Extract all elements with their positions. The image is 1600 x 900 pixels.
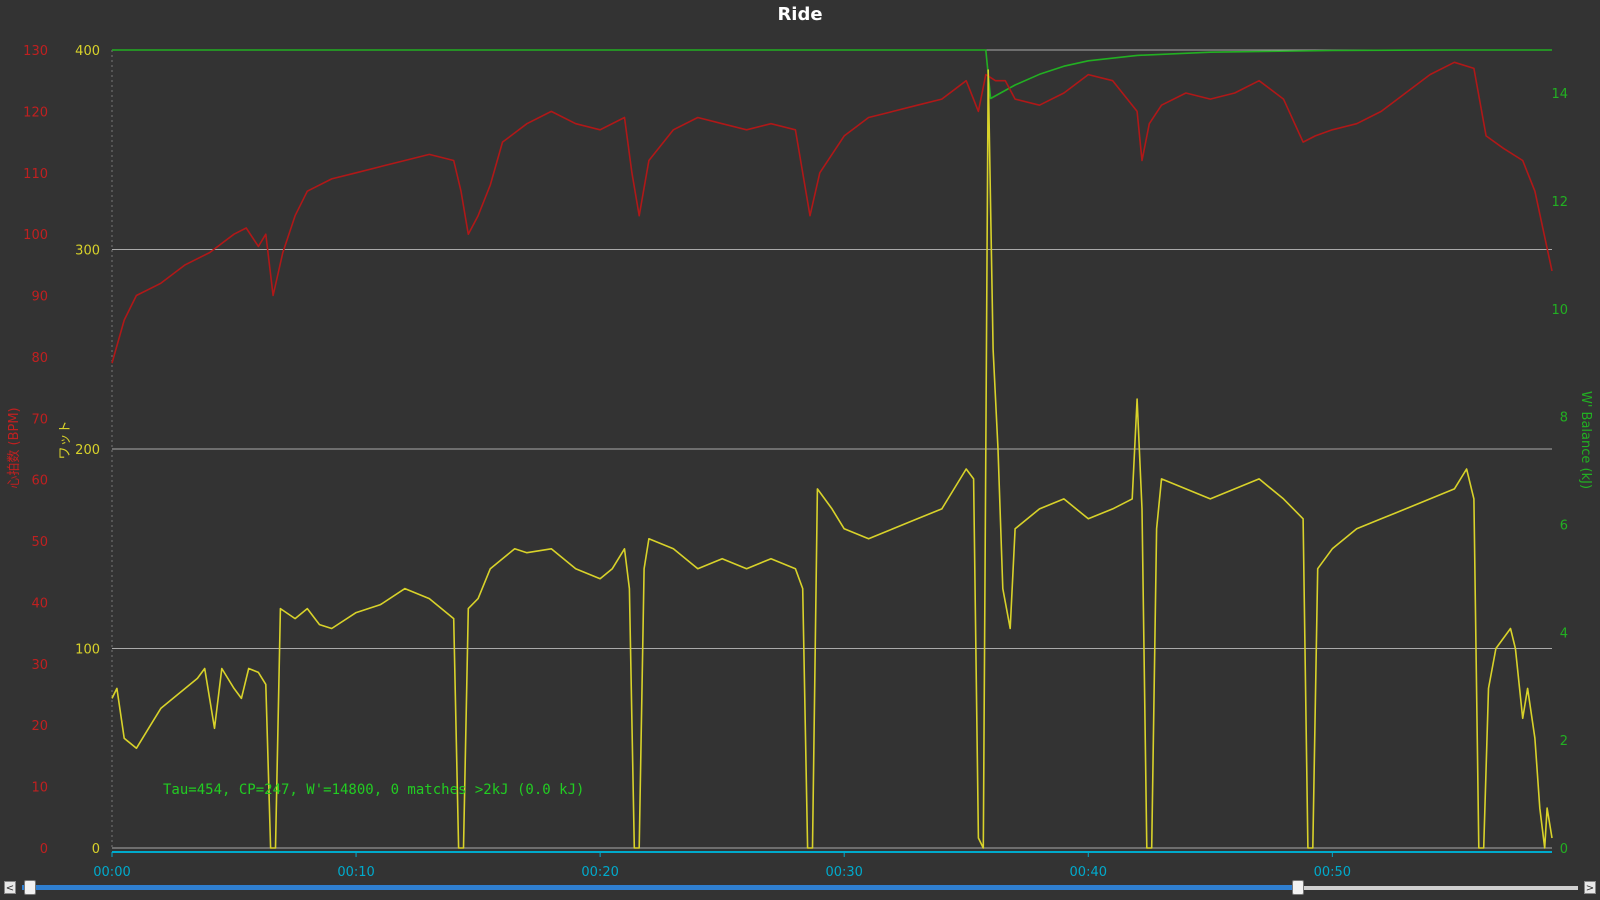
heart-rate-tick-label: 100 [23,228,48,243]
w-balance-tick-label: 6 [1560,518,1568,533]
scroll-left-arrow[interactable]: < [4,881,16,894]
time-tick-label: 00:50 [1314,865,1351,878]
chart-background [0,0,1600,878]
heart-rate-tick-label: 80 [31,351,48,366]
heart-rate-tick-label: 40 [31,596,48,611]
heart-rate-tick-label: 70 [31,412,48,427]
power-series-line [111,69,1553,849]
time-tick-label: 00:20 [581,865,618,878]
heart-rate-tick-label: 90 [31,290,48,305]
power-tick-label: 100 [75,643,100,658]
w-balance-tick-label: 14 [1551,87,1568,102]
heart-rate-series-line [111,61,1553,364]
time-tick-label: 00:00 [93,865,130,878]
heart-rate-tick-label: 130 [23,44,48,59]
scroll-handle-left[interactable] [24,880,36,895]
heart-rate-tick-label: 120 [23,105,48,120]
heart-rate-tick-label: 20 [31,719,48,734]
w-balance-tick-label: 12 [1551,195,1568,210]
scroll-visible-range[interactable] [22,885,1298,890]
time-tick-label: 00:40 [1070,865,1107,878]
scroll-handle-right[interactable] [1291,880,1304,895]
series-group [111,49,1553,849]
heart-rate-tick-label: 10 [31,781,48,796]
chart: Ride 01020304050607080901001101201300100… [0,0,1600,878]
w-balance-tick-label: 4 [1560,626,1568,641]
heart-rate-axis-label: 心拍数 (BPM) [7,407,22,488]
w-balance-series-line [112,49,1552,100]
power-tick-label: 0 [92,842,100,857]
time-tick-label: 00:10 [337,865,374,878]
w-balance-tick-label: 0 [1560,842,1568,857]
cp-annotation: Tau=454, CP=247, W'=14800, 0 matches >2k… [163,782,584,798]
heart-rate-tick-label: 60 [31,474,48,489]
scroll-right-arrow[interactable]: > [1584,881,1596,894]
power-tick-label: 200 [75,443,100,458]
w-balance-tick-label: 2 [1560,734,1568,749]
w-balance-tick-label: 10 [1551,303,1568,318]
heart-rate-tick-label: 30 [31,658,48,673]
heart-rate-tick-label: 50 [31,535,48,550]
axes: 0102030405060708090100110120130010020030… [23,44,1568,878]
w-balance-axis-label: W' Balance (kJ) [1578,391,1593,489]
power-axis-label: ワット [58,420,73,459]
time-tick-label: 00:30 [825,865,862,878]
time-scrollbar[interactable]: < > [0,878,1600,900]
heart-rate-tick-label: 110 [23,167,48,182]
power-tick-label: 300 [75,244,100,259]
w-balance-tick-label: 8 [1560,411,1568,426]
chart-title: Ride [777,4,822,25]
power-tick-label: 400 [75,44,100,59]
heart-rate-tick-label: 0 [40,842,48,857]
